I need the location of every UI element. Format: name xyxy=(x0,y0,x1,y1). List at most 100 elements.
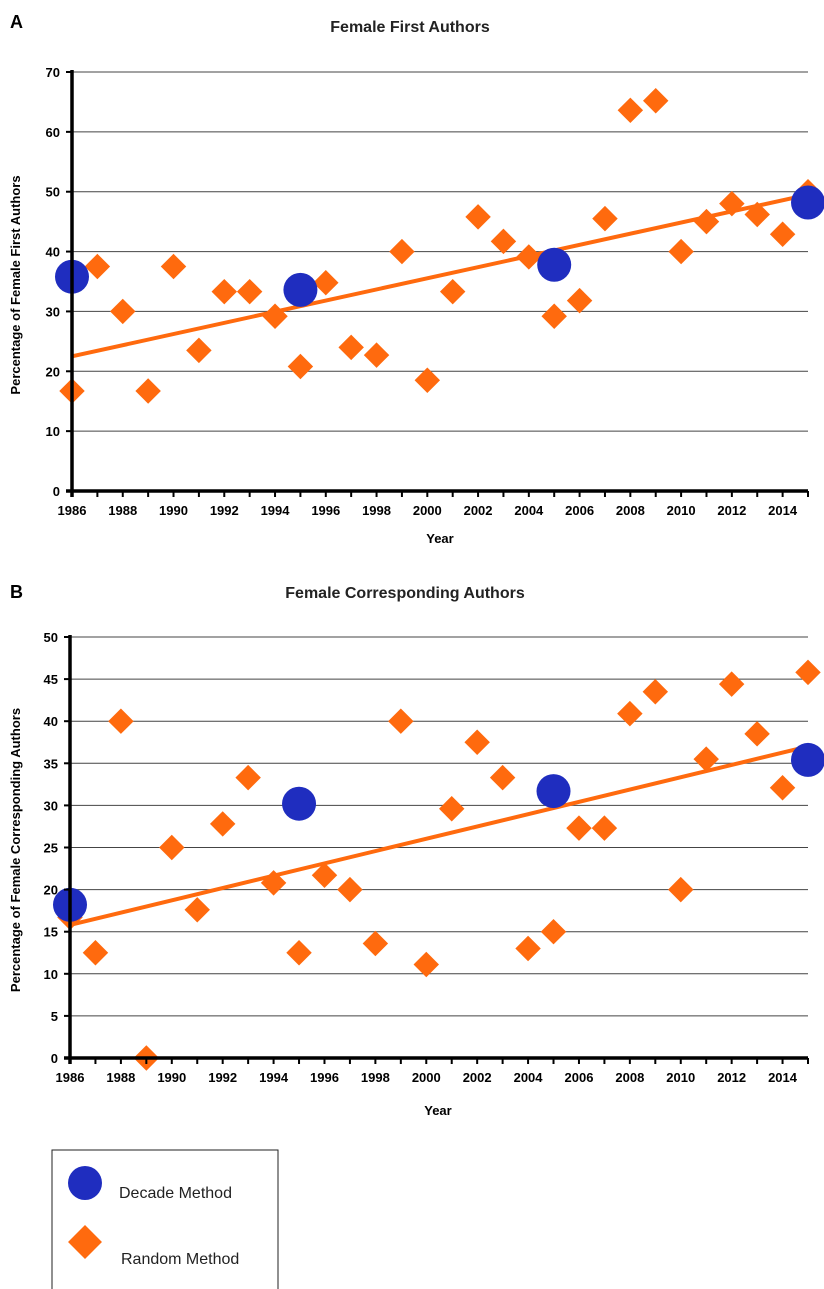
panel-b-random-point xyxy=(286,940,312,966)
panel-a-random-point xyxy=(642,88,669,114)
panel-b-trendline-line xyxy=(69,744,809,927)
panel-b-random-point xyxy=(311,862,338,889)
panel-b-y-tick-label: 0 xyxy=(51,1051,58,1066)
panel-b-random-series xyxy=(57,659,821,1071)
panel-a-x-tick-label: 1992 xyxy=(210,503,239,518)
panel-a-x-tick-label: 2014 xyxy=(768,503,798,518)
panel-a-random-point xyxy=(135,378,161,404)
panel-a-random-point xyxy=(84,253,111,280)
panel-b-random-point xyxy=(744,721,770,747)
panel-b-random-point xyxy=(362,930,389,957)
panel-b-label: B xyxy=(10,582,23,602)
panel-a-x-tick-label: 2000 xyxy=(413,503,442,518)
panel-b-y-tick-label: 20 xyxy=(44,883,58,898)
panel-b-x-tick-label: 1990 xyxy=(157,1070,186,1085)
panel-b-y-tick-label: 5 xyxy=(51,1009,58,1024)
panel-b-x-tick-label: 1988 xyxy=(106,1070,135,1085)
panel-b-x-tick-label: 1994 xyxy=(259,1070,289,1085)
panel-a-y-tick-label: 10 xyxy=(46,424,60,439)
legend: Decade Method Random Method xyxy=(51,1149,279,1289)
panel-b-random-point xyxy=(337,876,363,903)
panel-b-axes xyxy=(64,635,808,1064)
panel-a-random-point xyxy=(693,208,720,235)
panel-a-x-ticks: 1986 1988 1990 1992 1994 1996 1998 2000 2002 2004… xyxy=(58,491,809,518)
panel-b-random-point xyxy=(795,659,821,686)
panel-b-y-tick-label: 35 xyxy=(44,756,58,771)
panel-a-random-point xyxy=(668,238,694,265)
panel-b-x-ticks: 1986 1988 1990 1992 1994 1996 1998 2000 2002 2004… xyxy=(56,1058,809,1085)
panel-b-y-tick-label: 10 xyxy=(44,967,58,982)
panel-b-random-point xyxy=(464,729,490,755)
panel-b-random-point xyxy=(489,764,516,791)
panel-b-random-point xyxy=(617,700,643,727)
panel-a-axes xyxy=(66,70,808,497)
panel-b-random-point xyxy=(668,876,694,903)
panel-a-random-point xyxy=(186,337,212,364)
panel-b-x-tick-label: 1992 xyxy=(208,1070,237,1085)
panel-b-random-point xyxy=(82,940,109,966)
panel-b-random-point xyxy=(438,796,465,822)
panel-b-x-tick-label: 2004 xyxy=(514,1070,544,1085)
panel-a-x-tick-label: 2008 xyxy=(616,503,645,518)
panel-a-random-point xyxy=(541,303,567,329)
panel-a-y-tick-label: 60 xyxy=(46,125,60,140)
panel-b-y-tick-label: 25 xyxy=(44,841,58,856)
panel-b-random-point xyxy=(591,815,618,841)
panel-a-trendline-line xyxy=(71,192,809,359)
panel-a-random-point xyxy=(110,298,136,325)
panel-b-random-point xyxy=(642,679,669,705)
panel-b-x-tick-label: 2006 xyxy=(565,1070,594,1085)
panel-a-random-point xyxy=(566,287,593,314)
panel-b-random-point xyxy=(184,897,210,923)
legend-decade-label: Decade Method xyxy=(119,1185,232,1202)
panel-a-x-axis-label: Year xyxy=(426,531,453,546)
panel-a-x-tick-label: 1994 xyxy=(261,503,291,518)
panel-a-x-tick-label: 1986 xyxy=(58,503,87,518)
panel-b-random-point xyxy=(260,870,287,896)
panel-a-y-axis-label: Percentage of Female First Authors xyxy=(8,175,23,394)
panel-a-random-point xyxy=(313,269,339,296)
panel-b-title: Female Corresponding Authors xyxy=(285,585,525,602)
panel-a-decade-point xyxy=(283,272,318,307)
panel-a-random-point xyxy=(262,303,288,329)
panel-b-random-point xyxy=(108,708,134,734)
panel-a-random-point xyxy=(719,190,745,217)
panel-a-y-ticks: 0 10 20 30 40 50 60 70 xyxy=(46,65,72,499)
panel-b-random-point xyxy=(769,774,796,801)
panel-b-random-point xyxy=(159,834,185,861)
panel-a-y-tick-label: 0 xyxy=(53,484,60,499)
panel-b-random-point xyxy=(718,671,745,697)
panel-a-random-series xyxy=(59,88,821,404)
panel-a-x-tick-label: 2012 xyxy=(717,503,746,518)
panel-b-trendline xyxy=(69,744,809,927)
panel-b-random-point xyxy=(540,918,567,945)
panel-a-random-point xyxy=(592,205,618,232)
panel-a-random-point xyxy=(160,253,187,280)
panel-a-random-point xyxy=(236,278,263,305)
panel-a-random-point xyxy=(769,221,796,247)
panel-a-y-tick-label: 40 xyxy=(46,245,60,260)
panel-b-x-tick-label: 2002 xyxy=(463,1070,492,1085)
panel-b-y-tick-label: 45 xyxy=(44,672,58,687)
panel-a-x-tick-label: 1996 xyxy=(311,503,340,518)
panel-b-random-point xyxy=(515,935,541,962)
panel-a-y-tick-label: 50 xyxy=(46,185,60,200)
panel-a-x-tick-label: 2006 xyxy=(565,503,594,518)
panel-b-random-point xyxy=(388,708,414,734)
panel-b-x-tick-label: 1986 xyxy=(56,1070,85,1085)
panel-b-y-axis-label: Percentage of Female Corresponding Autho… xyxy=(8,708,23,992)
legend-decade-marker xyxy=(68,1166,102,1200)
panel-a-x-tick-label: 1988 xyxy=(108,503,137,518)
panel-a-decade-series xyxy=(55,185,824,307)
panel-a-random-point xyxy=(439,278,466,305)
panel-a-random-point xyxy=(211,278,238,305)
panel-b-y-tick-label: 30 xyxy=(44,798,58,813)
panel-b-y-tick-label: 50 xyxy=(44,630,58,645)
panel-b: B Female Corresponding Authors 0 5 10 15 20 2… xyxy=(8,582,824,1118)
panel-a-x-tick-label: 2004 xyxy=(514,503,544,518)
panel-b-y-ticks: 0 5 10 15 20 25 30 35 40 45 50 xyxy=(44,630,70,1066)
panel-b-random-point xyxy=(413,951,440,978)
panel-a-random-point xyxy=(363,342,390,368)
panel-b-x-axis-label: Year xyxy=(424,1103,451,1118)
